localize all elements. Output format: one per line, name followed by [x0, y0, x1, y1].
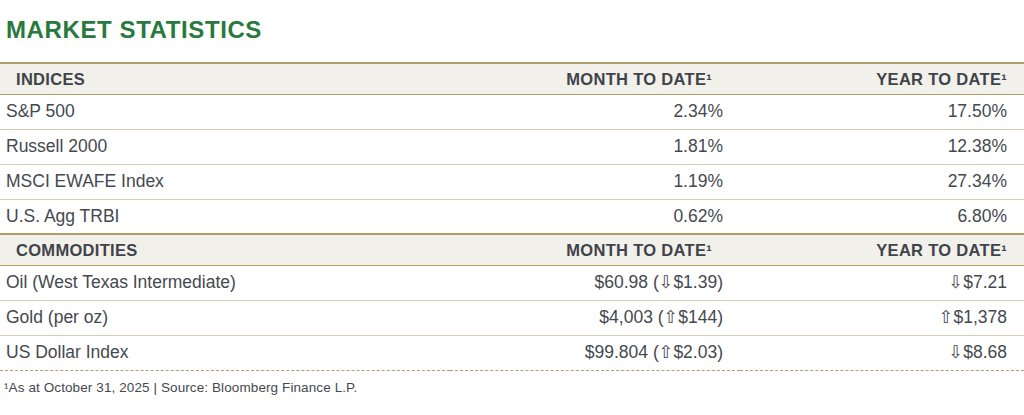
- column-header-year-to-date: YEAR TO DATE¹: [740, 63, 1024, 94]
- column-header-indices: INDICES: [0, 63, 450, 94]
- year-to-date-value: 12.38%: [740, 129, 1024, 164]
- month-to-date-value: $99.804 (⇧$2.03): [450, 335, 740, 370]
- row-label: Russell 2000: [0, 129, 450, 164]
- table-row-gold: Gold (per oz) $4,003 (⇧$144) ⇧$1,378: [0, 300, 1024, 335]
- row-label: Oil (West Texas Intermediate): [0, 265, 450, 300]
- column-header-year-to-date: YEAR TO DATE¹: [740, 234, 1024, 265]
- table-row-msci-ewafe: MSCI EWAFE Index 1.19% 27.34%: [0, 164, 1024, 199]
- table-row-us-dollar-index: US Dollar Index $99.804 (⇧$2.03) ⇩$8.68: [0, 335, 1024, 370]
- month-to-date-value: 1.19%: [450, 164, 740, 199]
- year-to-date-value: 6.80%: [740, 199, 1024, 234]
- column-header-commodities: COMMODITIES: [0, 234, 450, 265]
- table-row-russell-2000: Russell 2000 1.81% 12.38%: [0, 129, 1024, 164]
- month-to-date-value: 1.81%: [450, 129, 740, 164]
- year-to-date-value: ⇩$7.21: [740, 265, 1024, 300]
- section-header-commodities: COMMODITIES MONTH TO DATE¹ YEAR TO DATE¹: [0, 234, 1024, 265]
- year-to-date-value: 17.50%: [740, 94, 1024, 129]
- row-label: Gold (per oz): [0, 300, 450, 335]
- row-label: U.S. Agg TRBI: [0, 199, 450, 234]
- year-to-date-value: 27.34%: [740, 164, 1024, 199]
- table-row-oil-wti: Oil (West Texas Intermediate) $60.98 (⇩$…: [0, 265, 1024, 300]
- market-statistics-table: INDICES MONTH TO DATE¹ YEAR TO DATE¹ S&P…: [0, 62, 1024, 371]
- row-label: US Dollar Index: [0, 335, 450, 370]
- month-to-date-value: 0.62%: [450, 199, 740, 234]
- page-title: MARKET STATISTICS: [6, 17, 1024, 43]
- month-to-date-value: $4,003 (⇧$144): [450, 300, 740, 335]
- table-row-sp500: S&P 500 2.34% 17.50%: [0, 94, 1024, 129]
- year-to-date-value: ⇧$1,378: [740, 300, 1024, 335]
- year-to-date-value: ⇩$8.68: [740, 335, 1024, 370]
- month-to-date-value: 2.34%: [450, 94, 740, 129]
- row-label: MSCI EWAFE Index: [0, 164, 450, 199]
- section-header-indices: INDICES MONTH TO DATE¹ YEAR TO DATE¹: [0, 63, 1024, 94]
- column-header-month-to-date: MONTH TO DATE¹: [450, 63, 740, 94]
- row-label: S&P 500: [0, 94, 450, 129]
- market-statistics-panel: MARKET STATISTICS INDICES MONTH TO DATE¹…: [0, 17, 1024, 415]
- footnote: ¹As at October 31, 2025 | Source: Bloomb…: [4, 380, 1024, 395]
- column-header-month-to-date: MONTH TO DATE¹: [450, 234, 740, 265]
- table-row-us-agg-trbi: U.S. Agg TRBI 0.62% 6.80%: [0, 199, 1024, 234]
- month-to-date-value: $60.98 (⇩$1.39): [450, 265, 740, 300]
